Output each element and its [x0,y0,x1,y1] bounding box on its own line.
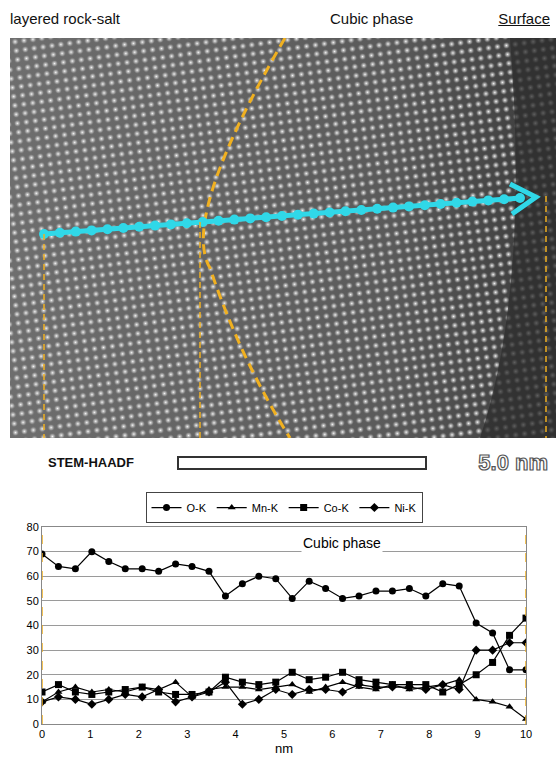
svg-text:5.0 nm: 5.0 nm [478,450,548,475]
svg-text:30: 30 [27,644,39,656]
svg-text:50: 50 [27,595,39,607]
html-text:Surface: Surface [498,10,550,27]
svg-text:6: 6 [329,728,335,740]
svg-text:O-K: O-K [187,502,207,514]
svg-text:8: 8 [426,728,432,740]
svg-text:1: 1 [87,728,93,740]
svg-text:9: 9 [475,728,481,740]
html-text:Cubic phase: Cubic phase [330,10,414,27]
svg-text:7: 7 [378,728,384,740]
svg-text:STEM-HAADF: STEM-HAADF [48,455,134,470]
svg-text:3: 3 [184,728,190,740]
svg-text:Ni-K: Ni-K [394,502,416,514]
svg-text:Mn-K: Mn-K [252,502,279,514]
html-text:layered rock-salt: layered rock-salt [10,10,120,27]
svg-text:20: 20 [27,669,39,681]
svg-text:4: 4 [233,728,239,740]
svg-text:0: 0 [33,718,39,730]
svg-text:10: 10 [27,693,39,705]
svg-text:5: 5 [281,728,287,740]
svg-text:0: 0 [39,728,45,740]
svg-text:Cubic phase: Cubic phase [303,535,381,551]
svg-text:40: 40 [27,619,39,631]
svg-text:nm: nm [275,741,293,756]
svg-text:2: 2 [136,728,142,740]
svg-text:60: 60 [27,570,39,582]
svg-text:80: 80 [27,521,39,533]
svg-text:10: 10 [520,728,532,740]
svg-text:Co-K: Co-K [324,502,350,514]
svg-text:70: 70 [27,545,39,557]
